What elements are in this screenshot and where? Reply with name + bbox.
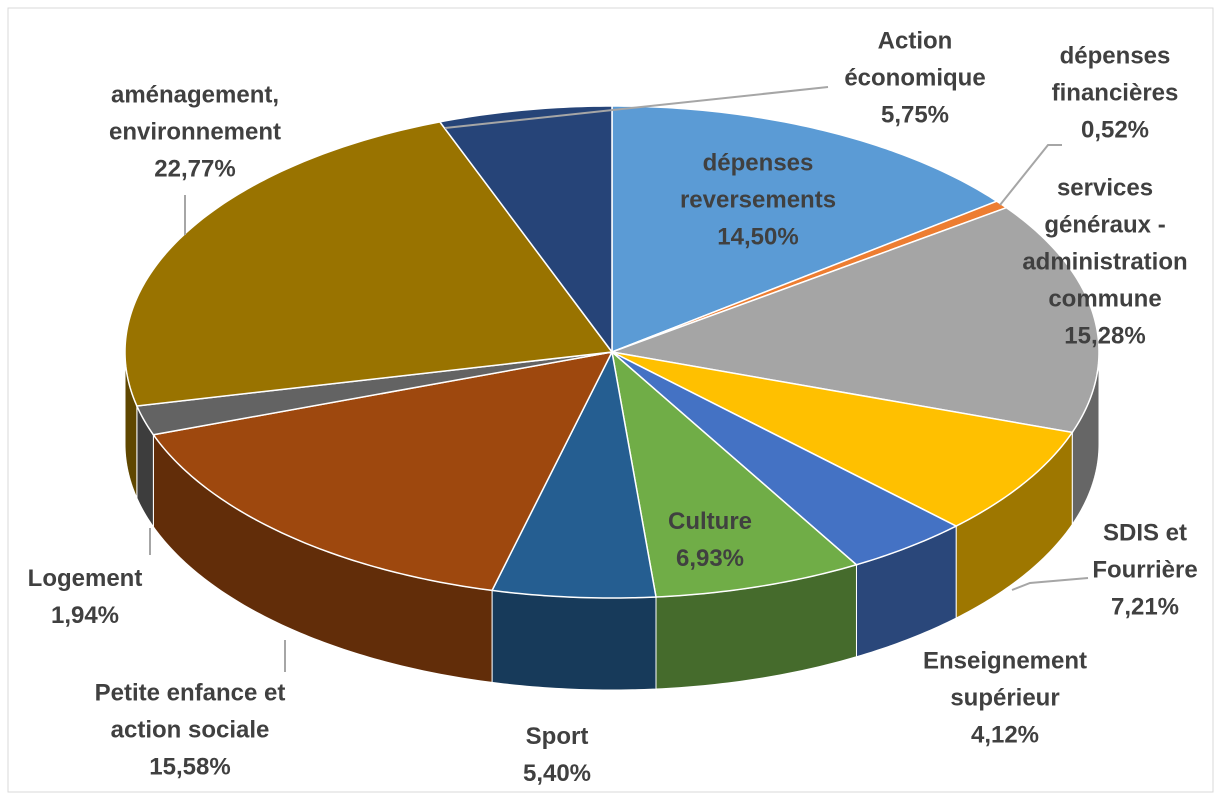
slice [611, 105, 999, 354]
slice [609, 206, 1100, 434]
label-value: 7,21% [1110, 593, 1180, 621]
slice [152, 350, 614, 592]
label-name: Sport [525, 723, 589, 750]
data-label: dépenses financières 0,52% [1040, 38, 1190, 149]
label-value: 22,77% [154, 155, 236, 183]
label-value: 15,58% [149, 753, 231, 781]
label-name: dépenses financières [1051, 42, 1179, 107]
slice [124, 121, 614, 407]
slice [135, 351, 613, 436]
slice [490, 349, 657, 599]
label-name: SDIS et Fourrière [1092, 519, 1198, 584]
label-name: Culture [668, 508, 752, 535]
data-label: Enseignement supérieur 4,12% [905, 643, 1105, 754]
label-value: 15,28% [1064, 322, 1146, 350]
label-name: aménagement, environnement [108, 81, 282, 146]
pie-tops [124, 105, 1100, 599]
slice-side [491, 589, 657, 691]
data-label: Sport 5,40% [482, 718, 632, 792]
label-name: Petite enfance et action sociale [94, 679, 286, 744]
label-value: 5,75% [880, 101, 950, 129]
slice [611, 351, 1074, 527]
label-value: 0,52% [1080, 116, 1150, 144]
label-value: 6,93% [675, 545, 745, 572]
label-name: Enseignement supérieur [922, 647, 1088, 712]
leader-lines [149, 86, 1089, 672]
slice [610, 350, 859, 598]
leader-line [444, 86, 829, 129]
data-label: aménagement, environnement 22,77% [80, 77, 310, 188]
data-label: Petite enfance et action sociale 15,58% [60, 675, 320, 786]
data-label: Action économique 5,75% [815, 23, 1015, 134]
data-label: Logement 1,94% [10, 560, 160, 634]
leader-line [1011, 577, 1089, 591]
data-label: SDIS et Fourrière 7,21% [1070, 515, 1217, 626]
data-label: services généraux - administration commu… [1020, 170, 1190, 355]
label-value: 4,12% [970, 721, 1040, 749]
label-name: dépenses reversements [679, 149, 837, 214]
label-name: Logement [27, 565, 143, 592]
label-name: services généraux - administration commu… [1022, 174, 1188, 313]
label-value: 1,94% [50, 602, 120, 629]
label-name: Action économique [844, 27, 986, 92]
data-label: Culture 6,93% [635, 503, 785, 577]
slice [438, 105, 613, 355]
pie-sides [124, 351, 1100, 691]
label-value: 14,50% [717, 223, 799, 251]
leader-line [999, 144, 1062, 206]
slice [611, 351, 958, 566]
data-label: dépenses reversements 14,50% [658, 145, 858, 256]
label-value: 5,40% [522, 760, 592, 787]
